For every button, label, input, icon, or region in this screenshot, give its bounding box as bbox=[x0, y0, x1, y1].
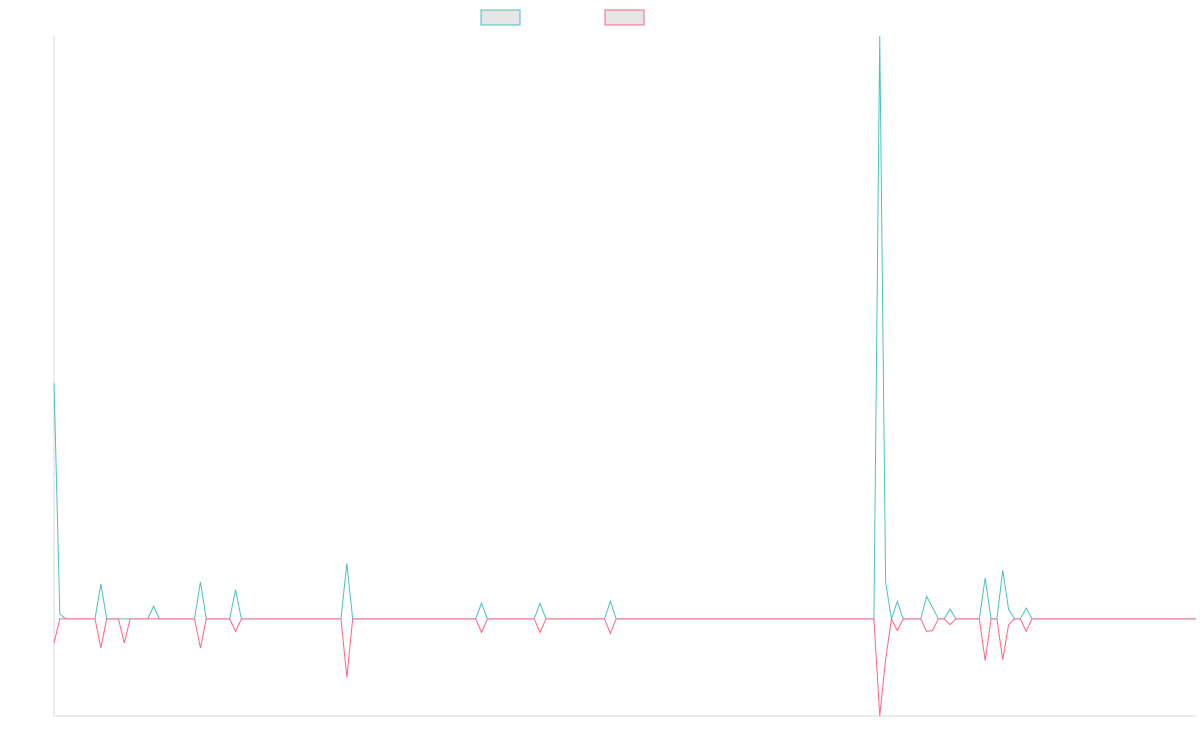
series-layer bbox=[53, 35, 1196, 717]
legend bbox=[480, 9, 645, 26]
legend-swatch-2[interactable] bbox=[604, 9, 645, 26]
series-line-1 bbox=[53, 35, 1196, 620]
axes bbox=[53, 36, 1196, 717]
legend-swatch-1[interactable] bbox=[480, 9, 521, 26]
series-line-2 bbox=[53, 617, 1196, 717]
